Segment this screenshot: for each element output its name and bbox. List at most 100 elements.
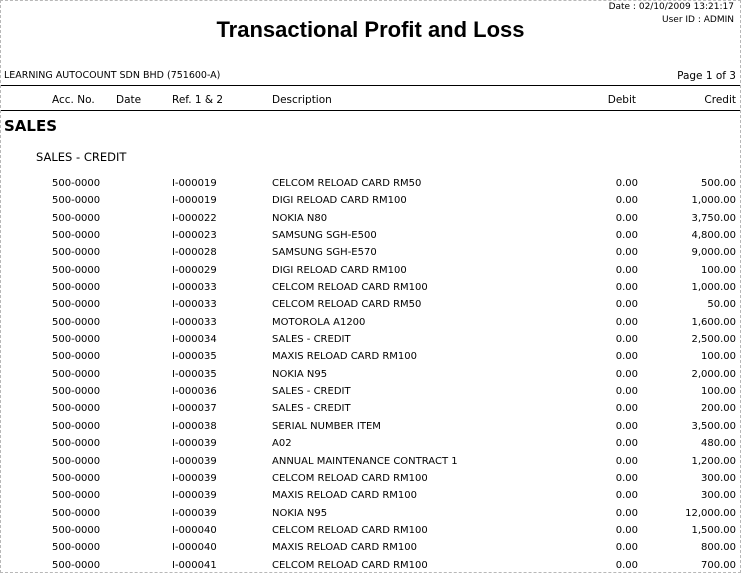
cell-acc-no: 500-0000 xyxy=(52,438,101,450)
user-value: ADMIN xyxy=(703,15,734,25)
cell-credit: 1,000.00 xyxy=(691,282,736,294)
cell-ref: I-000039 xyxy=(172,472,217,484)
cell-debit: 0.00 xyxy=(615,247,638,259)
cell-ref: I-000041 xyxy=(172,559,217,571)
cell-debit: 0.00 xyxy=(615,438,638,450)
cell-acc-no: 500-0000 xyxy=(52,264,101,276)
cell-description: MAXIS RELOAD CARD RM100 xyxy=(272,542,418,554)
date-value: 02/10/2009 13:21:17 xyxy=(638,2,734,12)
cell-ref: I-000034 xyxy=(172,334,217,346)
cell-acc-no: 500-0000 xyxy=(52,386,101,398)
cell-debit: 0.00 xyxy=(615,472,638,484)
cell-credit: 4,800.00 xyxy=(691,230,736,242)
cell-description: SAMSUNG SGH-E500 xyxy=(272,230,377,242)
cell-acc-no: 500-0000 xyxy=(52,282,101,294)
table-row: 500-0000 I-000035 NOKIA N95 0.00 2,000.00 xyxy=(1,366,740,383)
cell-debit: 0.00 xyxy=(615,386,638,398)
cell-acc-no: 500-0000 xyxy=(52,195,101,207)
section-title: SALES xyxy=(4,117,58,135)
cell-ref: I-000029 xyxy=(172,264,217,276)
cell-credit: 300.00 xyxy=(701,490,736,502)
cell-description: ANNUAL MAINTENANCE CONTRACT 1 xyxy=(272,455,458,467)
cell-debit: 0.00 xyxy=(615,420,638,432)
cell-credit: 300.00 xyxy=(701,472,736,484)
cell-debit: 0.00 xyxy=(615,299,638,311)
cell-description: DIGI RELOAD CARD RM100 xyxy=(272,264,407,276)
col-header-acc-no: Acc. No. xyxy=(52,94,95,106)
cell-ref: I-000033 xyxy=(172,282,217,294)
cell-ref: I-000035 xyxy=(172,368,217,380)
cell-description: NOKIA N80 xyxy=(272,212,328,224)
cell-credit: 3,500.00 xyxy=(691,420,736,432)
cell-description: SALES - CREDIT xyxy=(272,334,351,346)
cell-ref: I-000036 xyxy=(172,386,217,398)
table-row: 500-0000 I-000033 MOTOROLA A1200 0.00 1,600.… xyxy=(1,314,740,331)
cell-description: MOTOROLA A1200 xyxy=(272,316,366,328)
cell-ref: I-000023 xyxy=(172,230,217,242)
table-row: 500-0000 I-000039 MAXIS RELOAD CARD RM100 0… xyxy=(1,487,740,504)
cell-ref: I-000019 xyxy=(172,178,217,189)
cell-ref: I-000022 xyxy=(172,212,217,224)
company-name: LEARNING AUTOCOUNT SDN BHD (751600-A) xyxy=(4,70,221,81)
cell-description: MAXIS RELOAD CARD RM100 xyxy=(272,351,418,363)
cell-acc-no: 500-0000 xyxy=(52,212,101,224)
cell-debit: 0.00 xyxy=(615,455,638,467)
cell-credit: 800.00 xyxy=(701,542,736,554)
cell-ref: I-000037 xyxy=(172,403,217,415)
user-label: User ID : xyxy=(662,15,701,25)
table-row: 500-0000 I-000037 SALES - CREDIT 0.00 200.00 xyxy=(1,400,740,417)
cell-credit: 1,500.00 xyxy=(691,524,736,536)
cell-description: CELCOM RELOAD CARD RM100 xyxy=(272,524,428,536)
col-header-credit: Credit xyxy=(704,94,736,106)
cell-description: CELCOM RELOAD CARD RM100 xyxy=(272,282,428,294)
cell-acc-no: 500-0000 xyxy=(52,247,101,259)
cell-acc-no: 500-0000 xyxy=(52,230,101,242)
cell-acc-no: 500-0000 xyxy=(52,542,101,554)
table-row: 500-0000 I-000029 DIGI RELOAD CARD RM100 0.… xyxy=(1,262,740,279)
table-row: 500-0000 I-000022 NOKIA N80 0.00 3,750.00 xyxy=(1,210,740,227)
table-row: 500-0000 I-000028 SAMSUNG SGH-E570 0.00 9,00… xyxy=(1,244,740,261)
cell-description: CELCOM RELOAD CARD RM100 xyxy=(272,472,428,484)
cell-ref: I-000033 xyxy=(172,299,217,311)
table-row: 500-0000 I-000038 SERIAL NUMBER ITEM 0.00 3,… xyxy=(1,418,740,435)
col-header-debit: Debit xyxy=(607,94,636,106)
cell-acc-no: 500-0000 xyxy=(52,472,101,484)
cell-debit: 0.00 xyxy=(615,230,638,242)
col-header-date: Date xyxy=(116,94,142,106)
table-row: 500-0000 I-000035 MAXIS RELOAD CARD RM100 0… xyxy=(1,348,740,365)
cell-credit: 480.00 xyxy=(701,438,736,450)
cell-credit: 1,600.00 xyxy=(691,316,736,328)
cell-acc-no: 500-0000 xyxy=(52,524,101,536)
cell-debit: 0.00 xyxy=(615,282,638,294)
table-row: 500-0000 I-000034 SALES - CREDIT 0.00 2,500.… xyxy=(1,331,740,348)
cell-credit: 200.00 xyxy=(701,403,736,415)
cell-debit: 0.00 xyxy=(615,559,638,571)
cell-debit: 0.00 xyxy=(615,403,638,415)
cell-acc-no: 500-0000 xyxy=(52,559,101,571)
cell-acc-no: 500-0000 xyxy=(52,178,101,189)
table-row: 500-0000 I-000019 DIGI RELOAD CARD RM100 0.… xyxy=(1,192,740,209)
cell-acc-no: 500-0000 xyxy=(52,507,101,519)
cell-description: DIGI RELOAD CARD RM100 xyxy=(272,195,407,207)
cell-debit: 0.00 xyxy=(615,178,638,189)
cell-debit: 0.00 xyxy=(615,334,638,346)
page-number: Page 1 of 3 xyxy=(677,70,736,82)
cell-ref: I-000040 xyxy=(172,524,217,536)
table-row: 500-0000 I-000040 CELCOM RELOAD CARD RM100… xyxy=(1,522,740,539)
table-row: 500-0000 I-000039 CELCOM RELOAD CARD RM100… xyxy=(1,470,740,487)
cell-credit: 12,000.00 xyxy=(685,507,736,519)
cell-credit: 1,000.00 xyxy=(691,195,736,207)
cell-debit: 0.00 xyxy=(615,351,638,363)
cell-debit: 0.00 xyxy=(615,195,638,207)
cell-credit: 2,500.00 xyxy=(691,334,736,346)
cell-ref: I-000035 xyxy=(172,351,217,363)
cell-description: SAMSUNG SGH-E570 xyxy=(272,247,377,259)
col-header-ref: Ref. 1 & 2 xyxy=(172,94,224,106)
table-row: 500-0000 I-000039 ANNUAL MAINTENANCE CONTR… xyxy=(1,453,740,470)
cell-ref: I-000039 xyxy=(172,438,217,450)
print-date: Date : 02/10/2009 13:21:17 xyxy=(609,2,734,12)
cell-credit: 500.00 xyxy=(701,178,736,189)
cell-ref: I-000039 xyxy=(172,455,217,467)
cell-description: SALES - CREDIT xyxy=(272,403,351,415)
cell-description: CELCOM RELOAD CARD RM50 xyxy=(272,178,422,189)
